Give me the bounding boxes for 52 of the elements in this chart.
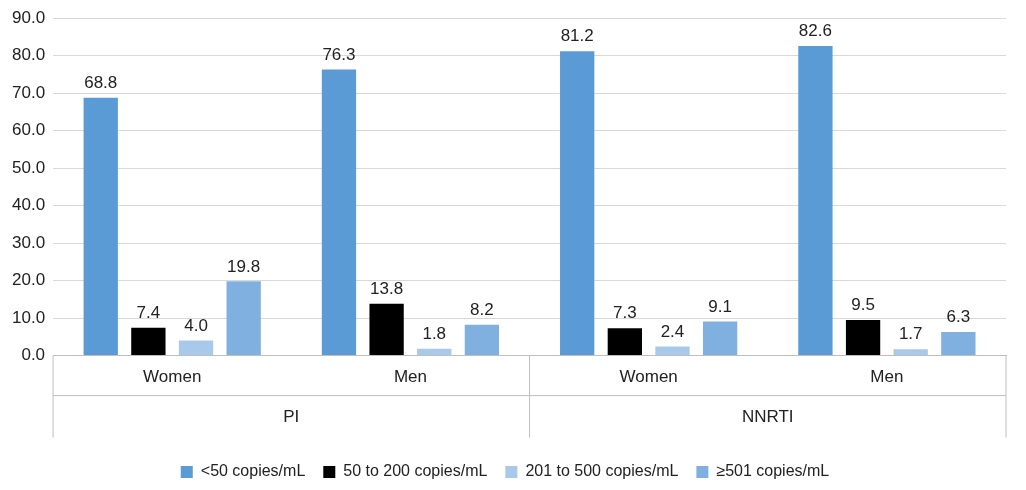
y-tick-label: 30.0 [11,232,46,252]
legend-label: ≥501 copies/mL [716,462,830,480]
text: PI [283,407,300,427]
data-label: 6.3 [946,307,971,327]
y-tick-label: 90.0 [11,7,46,27]
bar [702,321,738,356]
bar [607,328,642,356]
x-tick-label: Men [870,367,904,387]
data-label: 1.8 [422,324,447,344]
y-tick-label: 20.0 [11,270,46,290]
legend-label: 50 to 200 copies/mL [343,462,488,480]
data-label: 9.5 [851,295,875,315]
data-label: 82.6 [798,21,832,41]
y-tick-label: 50.0 [11,157,46,177]
y-tick-label: 60.0 [11,120,46,140]
bar [798,45,833,356]
y-tick-label: 40.0 [11,195,46,215]
data-label: 76.3 [322,44,356,64]
bar [893,349,928,356]
x-tick-label: Women [143,367,202,387]
bar [655,346,690,356]
bar [941,331,976,356]
y-tick-label: 10.0 [11,307,46,327]
y-tick-label: 0.0 [21,345,46,365]
bar [369,303,404,356]
bar [321,69,357,356]
bar [226,281,261,356]
bar [83,97,118,356]
y-tick-label: 70.0 [11,82,46,102]
data-label: 81.2 [560,26,594,46]
data-label: 8.2 [470,300,494,320]
legend-label: <50 copies/mL [200,462,306,480]
bar [178,340,214,356]
legend-label: 201 to 500 copies/mL [525,462,679,480]
data-label: 68.8 [84,72,118,92]
bar [417,348,452,356]
data-label: 4.0 [184,315,208,335]
data-label: 1.7 [898,324,923,344]
data-label: 7.3 [613,303,637,323]
bar [845,319,881,356]
x-tick-label: Men [393,367,427,387]
y-tick-label: 80.0 [11,45,46,65]
data-label: 19.8 [227,256,261,276]
data-label: 13.8 [370,279,404,299]
bar [464,324,500,356]
bar [131,327,166,356]
bar [560,51,595,356]
data-label: 9.1 [708,296,732,316]
text: NNRTI [741,407,794,427]
data-label: 7.4 [136,303,161,323]
x-tick-label: Women [619,367,678,387]
data-label: 2.4 [660,321,685,341]
